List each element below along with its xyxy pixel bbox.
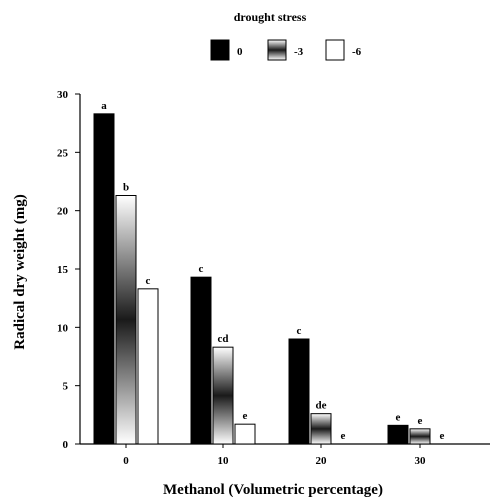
y-tick-label: 5 [63, 381, 69, 393]
legend-title: drought stress [234, 10, 307, 24]
y-tick-label: 0 [63, 439, 69, 451]
bar-0-20 [288, 338, 310, 445]
significance-label: e [341, 430, 346, 442]
legend-swatch-0 [210, 39, 230, 61]
bars [93, 113, 431, 445]
y-tick-label: 10 [57, 322, 69, 334]
bar--3-0 [115, 195, 137, 445]
x-axis-title: Methanol (Volumetric percentage) [163, 482, 383, 498]
legend-swatch--3 [267, 39, 287, 61]
legend-label--6: -6 [352, 46, 362, 58]
bar--6-10 [234, 423, 256, 445]
bar--3-10 [212, 346, 234, 445]
bar-0-30 [387, 424, 409, 445]
x-tick-label: 0 [123, 455, 129, 467]
significance-label: c [199, 263, 204, 275]
significance-label: c [297, 325, 302, 337]
bar--3-20 [310, 413, 332, 445]
bar--3-30 [409, 428, 431, 445]
y-tick-label: 30 [57, 89, 69, 101]
bar--6-0 [137, 288, 159, 445]
significance-label: de [316, 400, 327, 412]
x-tick-label: 30 [415, 455, 427, 467]
legend: 0 -3 -6 [210, 39, 362, 61]
legend-swatch--6 [325, 39, 345, 61]
significance-label: e [418, 415, 423, 427]
significance-label: cd [218, 333, 229, 345]
significance-label: e [440, 430, 445, 442]
significance-label: e [243, 410, 248, 422]
significance-label: c [146, 275, 151, 287]
y-axis-ticks: 0 5 10 15 20 25 30 [57, 89, 80, 451]
significance-label: e [396, 411, 401, 423]
y-tick-label: 15 [57, 264, 69, 276]
bar-0-10 [190, 276, 212, 445]
legend-label-0: 0 [237, 46, 243, 58]
y-axis-title: Radical dry weight (mg) [12, 194, 28, 349]
x-tick-label: 10 [218, 455, 230, 467]
y-tick-label: 20 [57, 206, 69, 218]
significance-label: b [123, 182, 129, 194]
y-tick-label: 25 [57, 147, 69, 159]
x-tick-label: 20 [316, 455, 328, 467]
x-axis-ticks: 0 10 20 30 [123, 444, 426, 467]
legend-label--3: -3 [294, 46, 304, 58]
bar-0-0 [93, 113, 115, 445]
significance-label: a [101, 100, 107, 112]
